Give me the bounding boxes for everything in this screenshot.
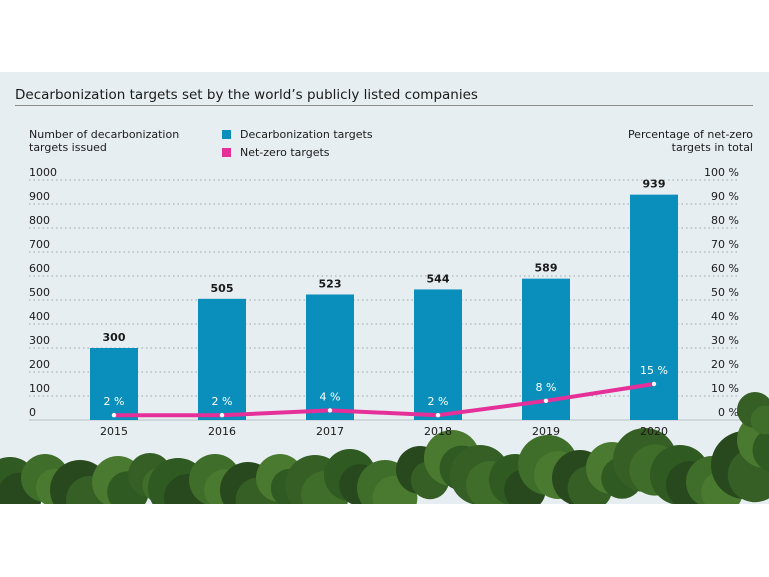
x-tick-label: 2018 bbox=[424, 425, 452, 438]
bar-value-label: 300 bbox=[103, 331, 126, 344]
net-zero-point bbox=[543, 398, 549, 403]
y2-tick-label: 100 % bbox=[704, 166, 739, 179]
net-zero-value-label: 2 % bbox=[212, 395, 233, 408]
y-tick-label: 300 bbox=[29, 334, 50, 347]
legend-label-line: Net-zero targets bbox=[240, 146, 330, 159]
y2-tick-label: 10 % bbox=[711, 382, 739, 395]
x-tick-label: 2019 bbox=[532, 425, 560, 438]
y-tick-label: 600 bbox=[29, 262, 50, 275]
y-tick-label: 100 bbox=[29, 382, 50, 395]
bar bbox=[306, 294, 354, 420]
net-zero-line bbox=[112, 382, 656, 418]
x-tick-label: 2016 bbox=[208, 425, 236, 438]
y2-tick-label: 90 % bbox=[711, 190, 739, 203]
y-tick-label: 500 bbox=[29, 286, 50, 299]
y2-tick-label: 0 % bbox=[718, 406, 739, 419]
y2-tick-label: 70 % bbox=[711, 238, 739, 251]
y2-tick-label: 40 % bbox=[711, 310, 739, 323]
chart-plot: 0 0 % 100 10 % 200 20 % 300 30 % 400 40 % 500 50 % 6… bbox=[29, 166, 740, 438]
y-tick-label: 200 bbox=[29, 358, 50, 371]
net-zero-point bbox=[327, 408, 333, 413]
y2-tick-label: 80 % bbox=[711, 214, 739, 227]
bar-value-label: 589 bbox=[535, 262, 558, 275]
y-tick-label: 0 bbox=[29, 406, 36, 419]
bar bbox=[414, 289, 462, 420]
y2-tick-label: 30 % bbox=[711, 334, 739, 347]
net-zero-point bbox=[651, 381, 657, 387]
y-tick-label: 700 bbox=[29, 238, 50, 251]
legend-swatch-line bbox=[222, 148, 231, 157]
y2-tick-label: 20 % bbox=[711, 358, 739, 371]
bar-value-label: 523 bbox=[319, 277, 342, 290]
foliage-decoration bbox=[0, 72, 769, 504]
y2-tick-label: 60 % bbox=[711, 262, 739, 275]
chart-title: Decarbonization targets set by the world… bbox=[15, 87, 478, 103]
bar bbox=[198, 298, 246, 420]
bar-value-label: 939 bbox=[643, 178, 666, 191]
y2-tick-label: 50 % bbox=[711, 286, 739, 299]
legend-item-net-zero: Net-zero targets bbox=[222, 146, 330, 159]
net-zero-value-label: 8 % bbox=[536, 381, 557, 394]
net-zero-value-label: 2 % bbox=[428, 395, 449, 408]
x-tick-label: 2015 bbox=[100, 425, 128, 438]
net-zero-value-label: 4 % bbox=[320, 390, 341, 403]
net-zero-point bbox=[435, 413, 441, 418]
y-tick-label: 800 bbox=[29, 214, 50, 227]
net-zero-value-label: 2 % bbox=[104, 395, 125, 408]
foliage-blob bbox=[750, 405, 769, 435]
net-zero-value-label: 15 % bbox=[640, 364, 668, 377]
net-zero-point bbox=[219, 413, 225, 418]
legend-item-decarbonization: Decarbonization targets bbox=[222, 128, 373, 141]
net-zero-point bbox=[111, 413, 117, 418]
title-divider bbox=[15, 105, 753, 106]
y-tick-label: 1000 bbox=[29, 166, 57, 179]
y-tick-label: 900 bbox=[29, 190, 50, 203]
left-axis-title: Number of decarbonization targets issued bbox=[29, 128, 180, 154]
legend-label-bars: Decarbonization targets bbox=[240, 128, 373, 141]
legend-swatch-bars bbox=[222, 130, 231, 139]
bar-value-label: 544 bbox=[427, 272, 450, 285]
y-tick-label: 400 bbox=[29, 310, 50, 323]
bar-value-label: 505 bbox=[211, 282, 234, 295]
chart-panel: Decarbonization targets set by the world… bbox=[0, 72, 769, 504]
right-axis-title: Percentage of net-zero targets in total bbox=[627, 128, 753, 154]
bar bbox=[90, 348, 138, 420]
foliage-blob bbox=[752, 428, 769, 472]
x-tick-label: 2020 bbox=[640, 425, 668, 438]
foliage-svg bbox=[0, 392, 769, 504]
x-tick-label: 2017 bbox=[316, 425, 344, 438]
